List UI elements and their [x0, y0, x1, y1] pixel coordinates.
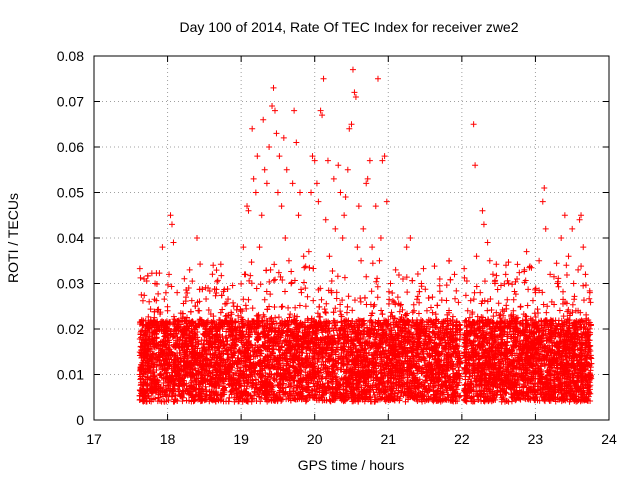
data-point	[247, 272, 254, 279]
data-point	[184, 289, 191, 296]
data-point	[145, 313, 152, 320]
data-point	[181, 275, 188, 282]
data-point	[304, 293, 311, 300]
data-point	[420, 265, 427, 272]
data-point	[253, 285, 260, 292]
data-point	[416, 299, 423, 306]
data-point	[230, 299, 237, 306]
data-point	[219, 306, 226, 313]
data-point	[389, 297, 396, 304]
data-point	[155, 290, 162, 297]
data-point	[339, 297, 346, 304]
data-point	[213, 290, 220, 297]
data-point	[332, 305, 339, 312]
data-point	[351, 297, 358, 304]
data-point	[430, 330, 437, 337]
data-point	[147, 306, 154, 313]
data-point	[197, 261, 204, 268]
data-point	[225, 296, 232, 303]
data-point	[388, 309, 395, 316]
data-point	[419, 365, 426, 372]
grid-lines	[94, 56, 609, 420]
data-point	[414, 270, 421, 277]
data-point	[212, 292, 219, 299]
chart-title: Day 100 of 2014, Rate Of TEC Index for r…	[179, 19, 518, 35]
data-point	[427, 304, 434, 311]
data-point	[368, 288, 375, 295]
data-points	[136, 66, 595, 405]
data-point	[249, 305, 256, 312]
data-point	[318, 296, 325, 303]
data-point	[270, 277, 277, 284]
data-point	[213, 267, 220, 274]
data-point	[279, 276, 286, 283]
data-point	[389, 289, 396, 296]
data-point	[415, 310, 422, 317]
data-point	[302, 285, 309, 292]
data-point	[422, 286, 429, 293]
